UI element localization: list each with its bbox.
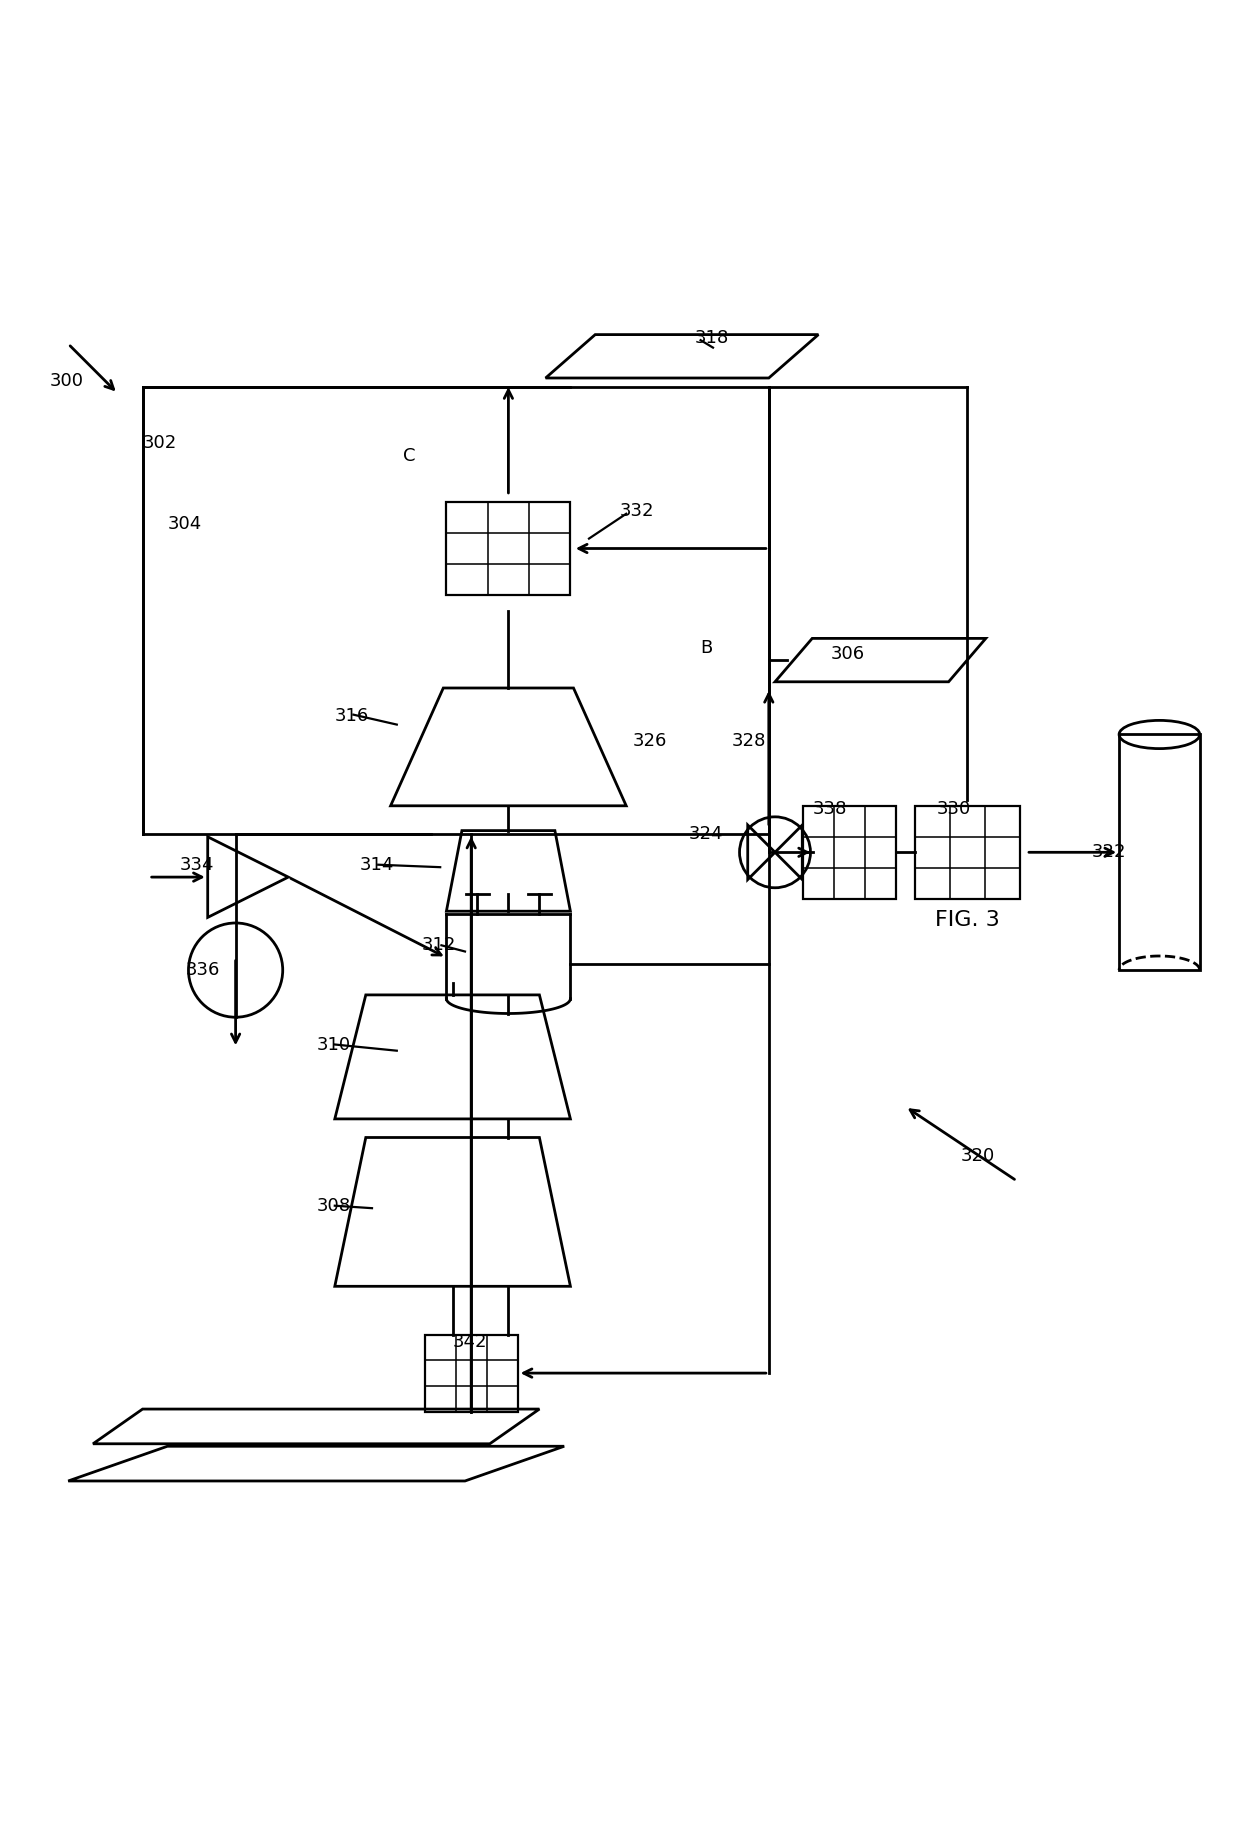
- Text: C: C: [403, 447, 415, 464]
- Text: 332: 332: [620, 503, 655, 521]
- Polygon shape: [775, 825, 802, 880]
- Text: 342: 342: [453, 1333, 487, 1351]
- Polygon shape: [748, 825, 775, 880]
- Text: B: B: [701, 639, 713, 657]
- Bar: [915, 806, 1019, 898]
- Text: 312: 312: [422, 937, 456, 954]
- Bar: [1120, 735, 1200, 970]
- Text: 324: 324: [688, 825, 723, 843]
- Text: 330: 330: [936, 799, 971, 817]
- Text: 300: 300: [50, 372, 83, 390]
- Text: 308: 308: [316, 1197, 351, 1215]
- Text: 322: 322: [1091, 843, 1126, 862]
- Text: 310: 310: [316, 1035, 351, 1053]
- Text: 314: 314: [360, 856, 394, 874]
- Bar: [424, 1335, 518, 1412]
- Text: 334: 334: [180, 856, 215, 874]
- Text: 318: 318: [694, 330, 729, 346]
- Bar: [804, 806, 895, 898]
- Text: 306: 306: [831, 644, 866, 663]
- Text: 302: 302: [143, 434, 177, 453]
- Text: 328: 328: [732, 731, 766, 749]
- Bar: [446, 503, 570, 595]
- Text: 316: 316: [335, 707, 370, 725]
- Text: 326: 326: [632, 731, 667, 749]
- Text: 320: 320: [961, 1147, 996, 1165]
- Text: FIG. 3: FIG. 3: [935, 911, 999, 930]
- Text: 336: 336: [186, 961, 221, 979]
- Text: 304: 304: [167, 515, 202, 532]
- Text: 338: 338: [812, 799, 847, 817]
